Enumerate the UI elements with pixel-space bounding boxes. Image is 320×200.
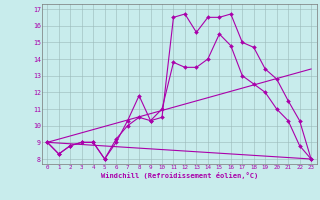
X-axis label: Windchill (Refroidissement éolien,°C): Windchill (Refroidissement éolien,°C) <box>100 172 258 179</box>
